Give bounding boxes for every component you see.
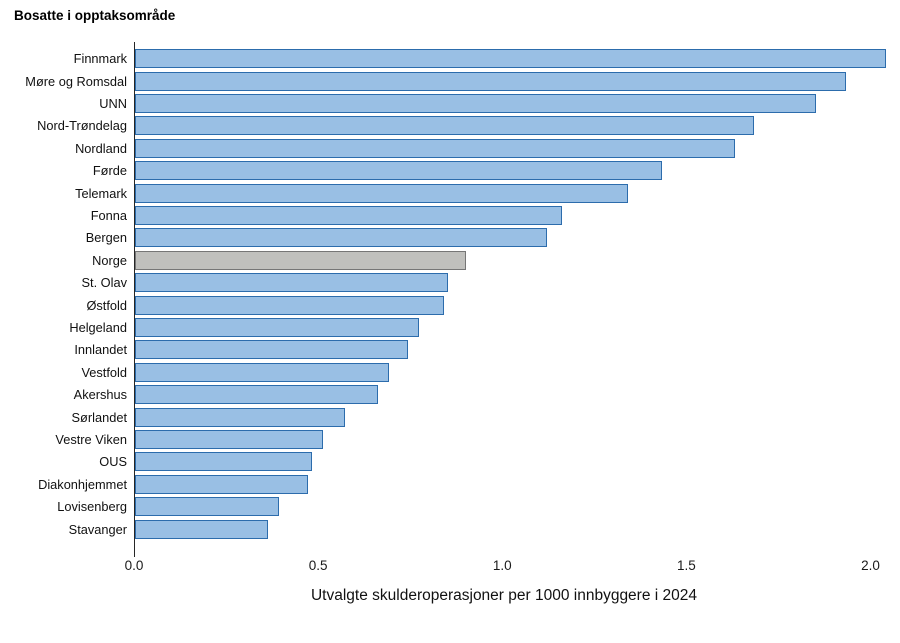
category-label: Møre og Romsdal — [25, 73, 127, 89]
bar — [135, 93, 817, 113]
chart-row: Vestfold — [0, 361, 900, 383]
chart-row: UNN — [0, 92, 900, 114]
chart-row: Sørlandet — [0, 406, 900, 428]
bar — [135, 273, 448, 293]
bar — [135, 407, 345, 427]
bar — [135, 205, 563, 225]
bar — [135, 138, 736, 158]
bar — [135, 116, 754, 136]
category-label: Finnmark — [73, 51, 127, 67]
x-tick-label: 2.0 — [861, 558, 880, 573]
chart-row: Vestre Viken — [0, 428, 900, 450]
chart-row: Innlandet — [0, 339, 900, 361]
category-label: OUS — [99, 454, 127, 470]
x-axis-label: Utvalgte skulderoperasjoner per 1000 inn… — [310, 587, 698, 604]
category-label: Innlandet — [74, 342, 127, 358]
category-label: Stavanger — [68, 521, 127, 537]
chart-row: Akershus — [0, 383, 900, 405]
bar — [135, 340, 408, 360]
chart-row: Stavanger — [0, 518, 900, 540]
bar — [135, 161, 662, 181]
bar — [135, 497, 279, 517]
x-tick-label: 1.0 — [492, 558, 512, 573]
bar — [135, 228, 548, 248]
category-label: Nordland — [75, 140, 127, 156]
category-label: Lovisenberg — [57, 499, 127, 515]
category-label: Vestfold — [81, 364, 127, 380]
chart-row: Telemark — [0, 182, 900, 204]
bar — [135, 295, 445, 315]
chart-row: Fonna — [0, 204, 900, 226]
category-label: Diakonhjemmet — [38, 476, 127, 492]
category-label: St. Olav — [81, 275, 127, 291]
bar — [135, 71, 846, 91]
chart-title: Bosatte i opptaksområde — [14, 8, 176, 23]
chart-row: Nord-Trøndelag — [0, 115, 900, 137]
bar — [135, 183, 629, 203]
category-label: Østfold — [86, 297, 127, 313]
category-label: Norge — [92, 252, 127, 268]
bar — [135, 474, 309, 494]
category-label: Bergen — [85, 230, 127, 246]
bar-highlighted-norge — [135, 250, 467, 270]
bar — [135, 430, 323, 449]
category-label: UNN — [99, 95, 127, 111]
category-label: Fonna — [90, 207, 127, 223]
bar — [135, 385, 379, 405]
chart-row: Østfold — [0, 294, 900, 316]
y-axis-line — [134, 42, 136, 557]
bar — [135, 452, 312, 472]
chart-row: Førde — [0, 159, 900, 181]
chart-row: Norge — [0, 249, 900, 271]
bar — [135, 317, 419, 337]
chart-row: Diakonhjemmet — [0, 473, 900, 495]
category-label: Telemark — [75, 185, 127, 201]
category-label: Vestre Viken — [55, 432, 127, 447]
category-label: Førde — [92, 163, 127, 179]
x-tick-label: 0.5 — [308, 558, 328, 573]
x-tick-label: 1.5 — [676, 558, 696, 573]
bar — [135, 362, 390, 382]
bar — [135, 519, 268, 539]
chart-row: OUS — [0, 451, 900, 473]
category-label: Sørlandet — [71, 409, 127, 425]
bars-area: Finnmark Møre og Romsdal UNN Nord-Trøndelag… — [0, 47, 900, 540]
chart-row: St. Olav — [0, 271, 900, 293]
chart-row: Helgeland — [0, 316, 900, 338]
category-label: Akershus — [73, 387, 127, 403]
category-label: Nord-Trøndelag — [37, 118, 127, 134]
category-label: Helgeland — [69, 319, 127, 335]
chart-row: Finnmark — [0, 47, 900, 69]
chart-row: Lovisenberg — [0, 496, 900, 518]
chart-row: Møre og Romsdal — [0, 70, 900, 92]
bar — [135, 49, 887, 69]
chart-row: Nordland — [0, 137, 900, 159]
x-tick-label: 0.0 — [124, 558, 144, 573]
chart-row: Bergen — [0, 227, 900, 249]
